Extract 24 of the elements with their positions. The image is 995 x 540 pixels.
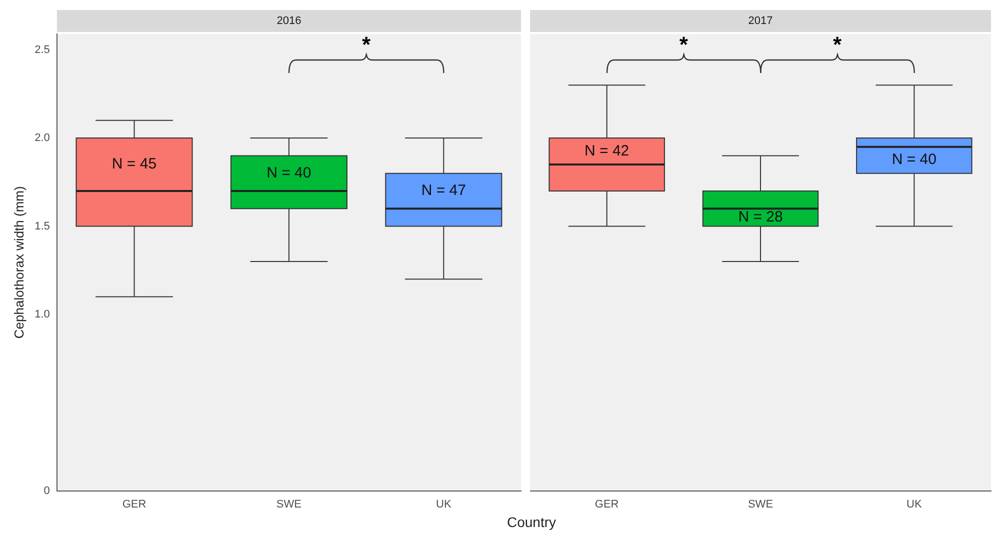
x-tick-label: GER: [594, 498, 619, 510]
y-tick-label: 2.5: [34, 44, 50, 56]
annotation: N = 28: [738, 208, 783, 226]
annotation: N = 40: [266, 164, 312, 182]
annotation: N = 42: [584, 142, 630, 160]
y-tick-label: 1.5: [34, 220, 50, 232]
x-axis-title: Country: [506, 514, 558, 530]
chart-title: 2016: [276, 15, 302, 28]
x-tick-label: SWE: [276, 498, 302, 510]
annotation: N = 47: [421, 182, 466, 200]
y-tick-label: 1.0: [34, 308, 50, 320]
y-axis-title: Cephalothorax width (mm): [11, 186, 26, 339]
annotation: N = 45: [112, 156, 157, 173]
chart-title: 2017: [748, 15, 773, 28]
annotation: *: [833, 32, 842, 58]
annotation: *: [679, 32, 688, 58]
annotation: *: [362, 32, 372, 58]
x-tick-label: UK: [906, 498, 922, 510]
x-tick-label: SWE: [748, 498, 774, 510]
x-tick-label: GER: [122, 498, 146, 510]
y-tick-label: 0: [44, 484, 50, 497]
y-tick-label: 2.0: [34, 132, 50, 144]
annotation: N = 40: [892, 151, 936, 168]
x-tick-label: UK: [436, 498, 452, 510]
